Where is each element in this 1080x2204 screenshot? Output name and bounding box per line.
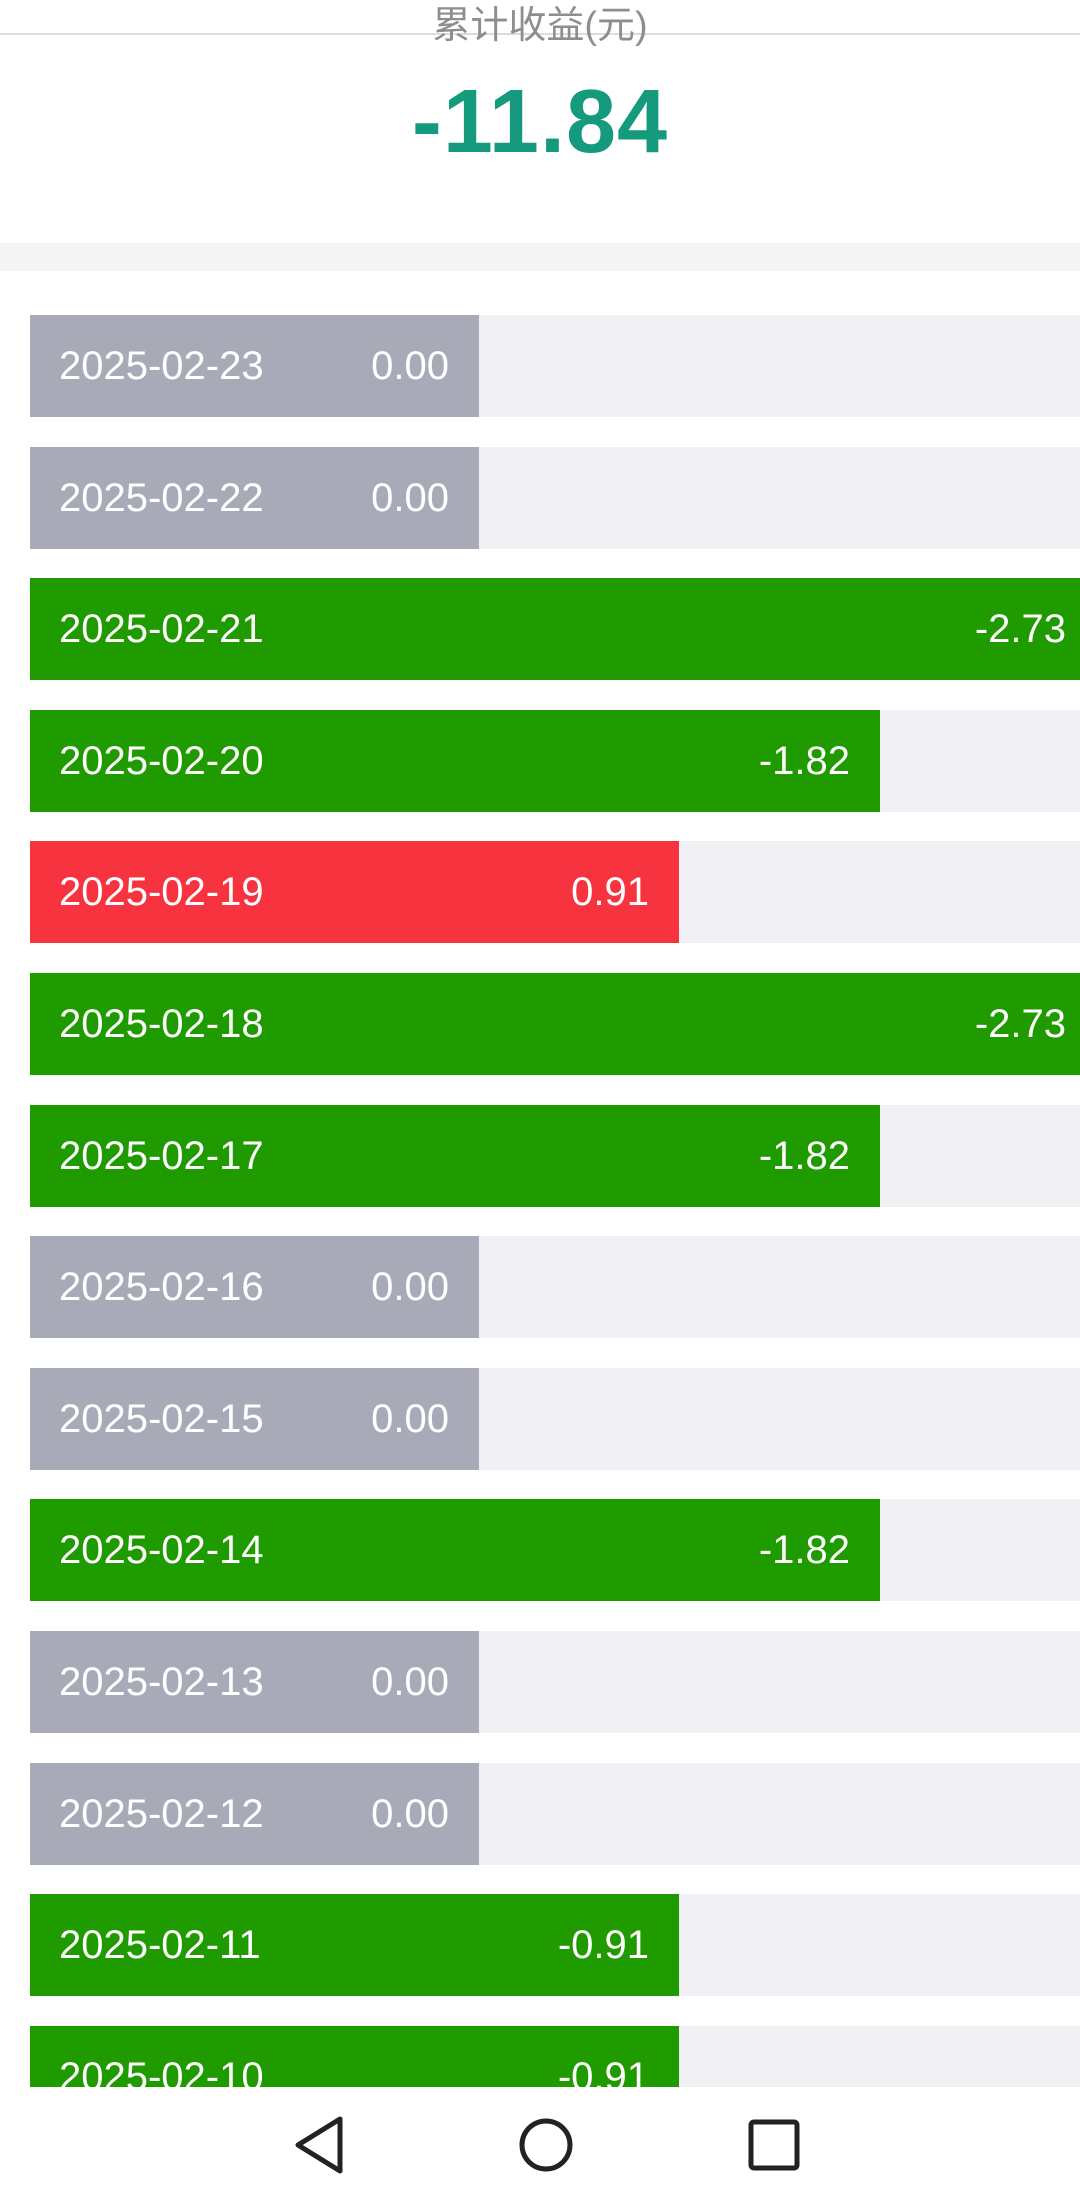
row-value: -1.82 <box>758 1528 850 1572</box>
row-value: 0.00 <box>371 1265 449 1309</box>
daily-return-row[interactable]: 2025-02-14 -1.82 <box>30 1499 1080 1601</box>
section-divider <box>0 243 1080 271</box>
row-date: 2025-02-17 <box>59 1134 264 1178</box>
row-value: -1.82 <box>758 739 850 783</box>
row-date: 2025-02-19 <box>59 870 264 914</box>
row-value: 0.00 <box>371 1792 449 1836</box>
row-date: 2025-02-22 <box>59 476 264 520</box>
cumulative-return-value: -11.84 <box>411 72 669 172</box>
row-value: -1.82 <box>758 1134 850 1178</box>
recents-icon[interactable] <box>734 2105 814 2185</box>
top-divider <box>0 33 1080 35</box>
summary-label: 累计收益(元) <box>432 6 648 46</box>
row-value: 0.00 <box>371 476 449 520</box>
daily-return-row[interactable]: 2025-02-13 0.00 <box>30 1631 1080 1733</box>
row-value: 0.00 <box>371 1660 449 1704</box>
row-date: 2025-02-11 <box>59 1923 261 1967</box>
daily-return-row[interactable]: 2025-02-22 0.00 <box>30 447 1080 549</box>
return-bar: 2025-02-16 0.00 <box>30 1236 479 1338</box>
row-date: 2025-02-14 <box>59 1528 264 1572</box>
daily-return-row[interactable]: 2025-02-10 -0.91 <box>30 2026 1080 2087</box>
row-value: -2.73 <box>974 1002 1066 1046</box>
daily-returns-list[interactable]: 2025-02-23 0.00 2025-02-22 0.00 2025-02-21 -2… <box>30 315 1080 2087</box>
row-date: 2025-02-13 <box>59 1660 264 1704</box>
return-bar: 2025-02-12 0.00 <box>30 1763 479 1865</box>
row-date: 2025-02-23 <box>59 344 264 388</box>
daily-return-row[interactable]: 2025-02-23 0.00 <box>30 315 1080 417</box>
row-date: 2025-02-12 <box>59 1792 264 1836</box>
home-icon[interactable] <box>506 2105 586 2185</box>
return-bar: 2025-02-15 0.00 <box>30 1368 479 1470</box>
system-nav-bar <box>0 2087 1080 2204</box>
daily-return-row[interactable]: 2025-02-11 -0.91 <box>30 1894 1080 1996</box>
daily-return-row[interactable]: 2025-02-20 -1.82 <box>30 710 1080 812</box>
return-bar: 2025-02-11 -0.91 <box>30 1894 679 1996</box>
row-date: 2025-02-15 <box>59 1397 264 1441</box>
row-value: -2.73 <box>974 607 1066 651</box>
daily-return-row[interactable]: 2025-02-17 -1.82 <box>30 1105 1080 1207</box>
daily-return-row[interactable]: 2025-02-21 -2.73 <box>30 578 1080 680</box>
return-bar: 2025-02-22 0.00 <box>30 447 479 549</box>
daily-return-row[interactable]: 2025-02-12 0.00 <box>30 1763 1080 1865</box>
row-value: 0.00 <box>371 344 449 388</box>
row-date: 2025-02-16 <box>59 1265 264 1309</box>
row-value: 0.91 <box>571 870 649 914</box>
return-bar: 2025-02-14 -1.82 <box>30 1499 880 1601</box>
row-date: 2025-02-18 <box>59 1002 264 1046</box>
return-bar: 2025-02-13 0.00 <box>30 1631 479 1733</box>
row-value: -0.91 <box>557 1923 649 1967</box>
return-bar: 2025-02-10 -0.91 <box>30 2026 679 2087</box>
return-bar: 2025-02-17 -1.82 <box>30 1105 880 1207</box>
row-date: 2025-02-20 <box>59 739 264 783</box>
daily-return-row[interactable]: 2025-02-15 0.00 <box>30 1368 1080 1470</box>
row-date: 2025-02-21 <box>59 607 264 651</box>
row-value: 0.00 <box>371 1397 449 1441</box>
row-value: -0.91 <box>557 2055 649 2087</box>
row-date: 2025-02-10 <box>59 2055 264 2087</box>
daily-return-row[interactable]: 2025-02-16 0.00 <box>30 1236 1080 1338</box>
return-bar: 2025-02-21 -2.73 <box>30 578 1080 680</box>
daily-return-row[interactable]: 2025-02-19 0.91 <box>30 841 1080 943</box>
daily-return-row[interactable]: 2025-02-18 -2.73 <box>30 973 1080 1075</box>
return-bar: 2025-02-20 -1.82 <box>30 710 880 812</box>
back-icon[interactable] <box>280 2105 360 2185</box>
return-bar: 2025-02-18 -2.73 <box>30 973 1080 1075</box>
return-bar: 2025-02-19 0.91 <box>30 841 679 943</box>
return-bar: 2025-02-23 0.00 <box>30 315 479 417</box>
